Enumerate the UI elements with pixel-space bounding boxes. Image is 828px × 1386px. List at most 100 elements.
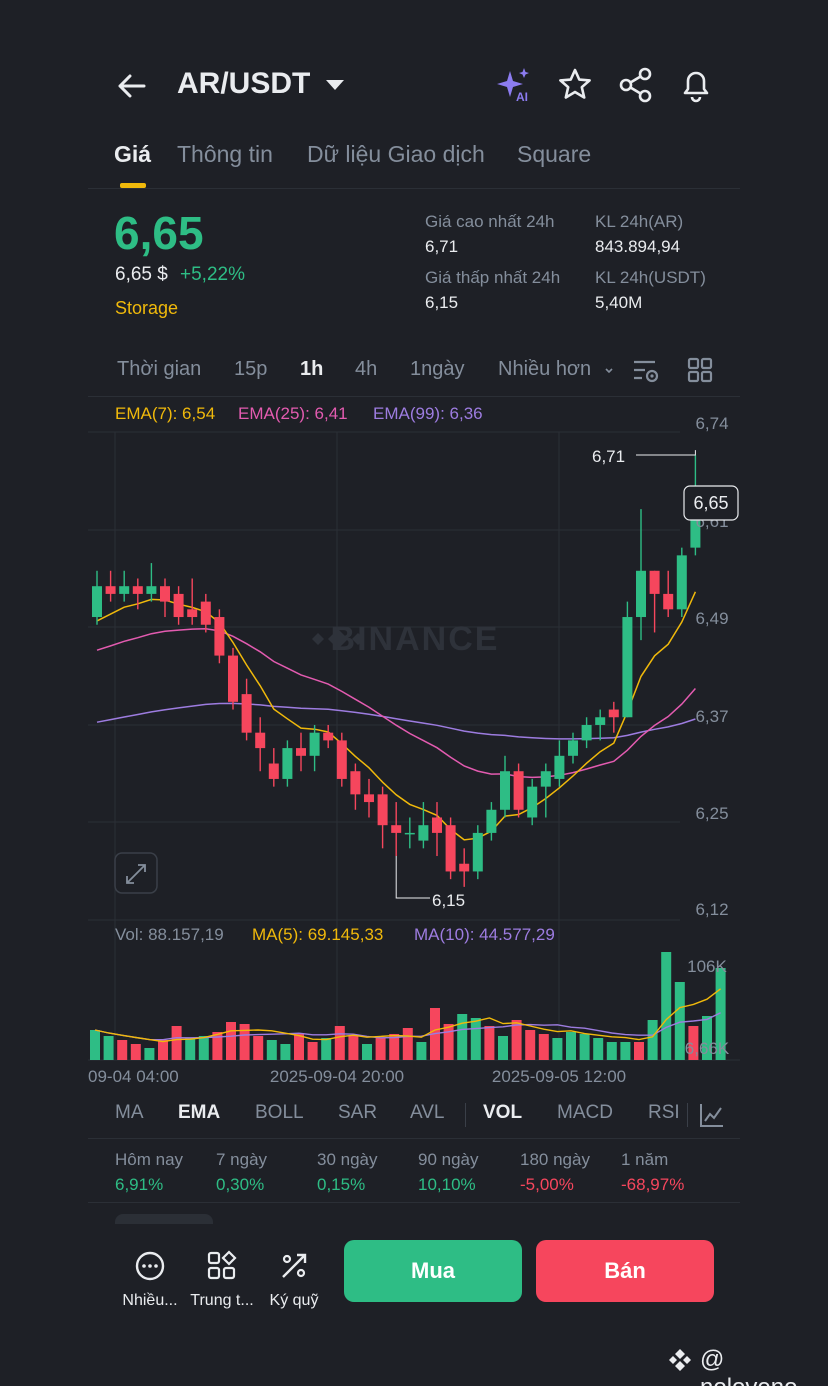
chevron-down-icon[interactable]: [604, 366, 614, 376]
tf-more[interactable]: Nhiều hơn: [498, 358, 592, 380]
candle: [445, 825, 456, 872]
margin-label: Ký quỹ: [269, 1292, 319, 1309]
perf-divider: [88, 1202, 740, 1203]
volume-bar: [280, 1044, 291, 1060]
perf-180d-value: -5,00%: [520, 1175, 574, 1194]
tab-square[interactable]: Square: [517, 141, 592, 167]
ind-avl[interactable]: AVL: [410, 1102, 445, 1123]
price-usd: 6,65 $: [115, 264, 168, 285]
more-dots-icon: [135, 1251, 165, 1281]
volume-bar: [198, 1036, 209, 1060]
tf-time[interactable]: Thời gian: [117, 358, 202, 380]
ema99-line: [96, 702, 696, 740]
candle: [595, 717, 606, 725]
ind-macd[interactable]: MACD: [557, 1102, 613, 1123]
tab-price[interactable]: Giá: [114, 141, 152, 167]
tf-15m[interactable]: 15p: [234, 358, 268, 380]
tf-1h[interactable]: 1h: [300, 358, 324, 380]
candle: [527, 786, 538, 818]
tf-1d[interactable]: 1ngày: [410, 358, 465, 380]
share-icon[interactable]: [616, 65, 656, 105]
volume-bar: [688, 1026, 699, 1060]
volume-bar: [484, 1026, 495, 1060]
volume-bar: [443, 1024, 454, 1060]
ma10-legend: MA(10): 44.577,29: [414, 925, 555, 944]
volume-bar: [470, 1018, 481, 1060]
candle: [418, 825, 429, 841]
volume-bar: [715, 968, 726, 1060]
candle: [228, 655, 238, 702]
volume-bar: [375, 1038, 386, 1060]
ind-ema[interactable]: EMA: [178, 1102, 221, 1123]
chart-settings-icon[interactable]: [631, 356, 661, 386]
ind-rsi[interactable]: RSI: [648, 1102, 680, 1123]
sell-button[interactable]: Bán: [536, 1240, 714, 1302]
margin-percent-icon: [282, 1253, 307, 1278]
tab-trading-data[interactable]: Dữ liệu Giao dịch: [307, 141, 485, 167]
volume-tick-label: 6,66K: [685, 1039, 730, 1058]
category-tag[interactable]: Storage: [115, 298, 179, 318]
candle: [636, 570, 646, 618]
candle: [554, 755, 565, 779]
ai-sparkle-icon[interactable]: AI: [494, 65, 534, 105]
high-marker: 6,71: [592, 447, 625, 466]
low-24h-label: Giá thấp nhất 24h: [425, 268, 561, 287]
ma5-legend: MA(5): 69.145,33: [252, 925, 384, 944]
current-price-badge: [683, 485, 739, 521]
candle: [364, 794, 374, 803]
y-tick-label: 6,37: [695, 707, 728, 726]
candle: [282, 748, 293, 779]
candle: [119, 586, 130, 594]
volume-bar: [117, 1040, 128, 1060]
grid-layout-icon[interactable]: [686, 356, 714, 384]
star-icon[interactable]: [555, 65, 595, 105]
vol-base-value: 843.894,94: [595, 237, 681, 256]
low-marker: 6,15: [432, 891, 465, 910]
candle: [350, 771, 361, 795]
tabs-divider: [88, 188, 740, 189]
ema7-line: [96, 591, 697, 841]
y-tick-label: 6,49: [695, 609, 728, 628]
bell-icon[interactable]: [676, 65, 716, 105]
volume-bar: [226, 1022, 236, 1060]
volume-bar: [538, 1034, 549, 1060]
volume-bar: [266, 1040, 277, 1060]
volume-bar: [674, 982, 685, 1060]
candle: [309, 732, 320, 756]
candle: [404, 832, 415, 835]
volume-bar: [321, 1038, 332, 1060]
candle: [649, 570, 660, 594]
perf-today-label: Hôm nay: [115, 1150, 184, 1169]
chevron-down-icon[interactable]: [326, 80, 344, 90]
ind-boll[interactable]: BOLL: [255, 1102, 304, 1123]
volume-bar: [185, 1038, 196, 1060]
tab-info[interactable]: Thông tin: [177, 141, 273, 167]
ind-sar[interactable]: SAR: [338, 1102, 378, 1123]
more-label: Nhiều...: [122, 1292, 178, 1309]
buy-button[interactable]: Mua: [344, 1240, 522, 1302]
pair-title[interactable]: AR/USDT: [177, 67, 311, 100]
binance-logo-icon: [669, 1349, 691, 1371]
candle: [377, 794, 388, 826]
perf-7d-value: 0,30%: [216, 1175, 265, 1194]
volume-bar: [647, 1020, 658, 1060]
volume-bar: [661, 952, 672, 1060]
arrow-left-icon[interactable]: [114, 68, 150, 104]
fullscreen-button[interactable]: [114, 852, 158, 894]
volume-bar: [90, 1030, 100, 1060]
x-tick-label: 09-04 04:00: [88, 1067, 179, 1086]
tf-4h[interactable]: 4h: [355, 358, 378, 380]
x-tick-label: 2025-09-05 12:00: [492, 1067, 626, 1086]
candle: [105, 586, 116, 594]
volume-bar: [103, 1036, 114, 1060]
volume-bar: [307, 1042, 318, 1060]
ind-vol[interactable]: VOL: [483, 1102, 523, 1123]
svg-text:AI: AI: [516, 90, 528, 104]
volume-bar: [212, 1032, 223, 1060]
ind-ma[interactable]: MA: [115, 1102, 144, 1123]
main-tabs: Giá Thông tin Dữ liệu Giao dịch Square: [0, 135, 828, 190]
indicator-settings-icon[interactable]: [698, 1101, 726, 1129]
candle: [187, 609, 198, 618]
candlestick-chart[interactable]: BINANCE 6,746,616,496,376,256,12106K6,66…: [0, 400, 828, 1100]
candle: [622, 617, 633, 718]
